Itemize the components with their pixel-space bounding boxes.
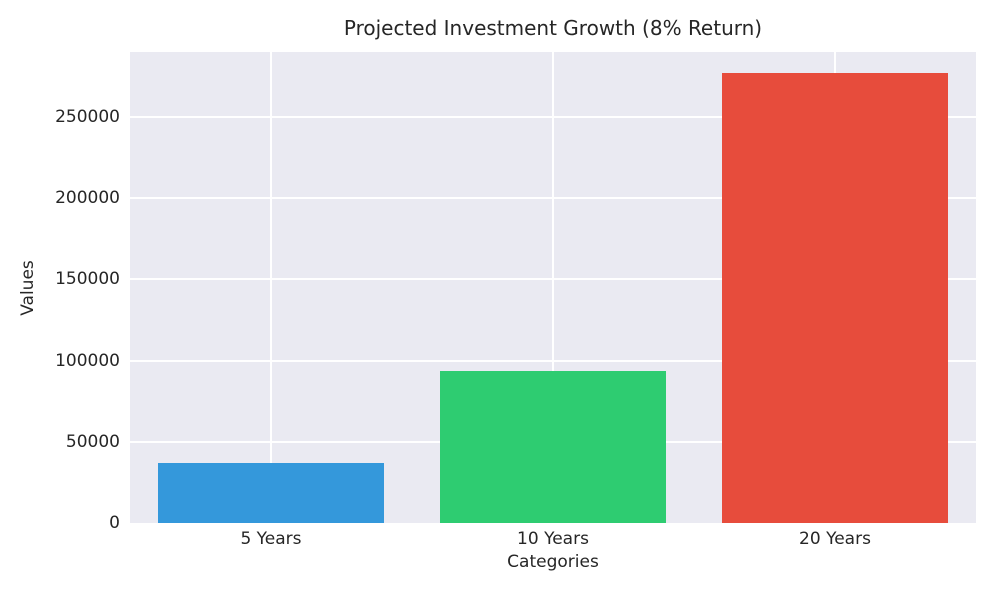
bar xyxy=(440,371,666,523)
y-tick-label: 0 xyxy=(109,513,120,533)
bar xyxy=(722,73,948,523)
y-tick-label: 100000 xyxy=(55,350,120,371)
x-tick-label: 5 Years xyxy=(240,529,302,549)
plot-area xyxy=(130,52,976,523)
y-tick-label: 250000 xyxy=(55,106,120,127)
x-axis-label: Categories xyxy=(507,552,599,572)
x-tick-label: 20 Years xyxy=(799,529,871,549)
gridline-horizontal xyxy=(130,278,976,281)
gridline-vertical xyxy=(270,52,272,523)
gridline-horizontal xyxy=(130,359,976,362)
gridline-vertical xyxy=(552,52,554,523)
x-tick-label: 10 Years xyxy=(517,529,589,549)
bar xyxy=(158,462,384,523)
y-tick-label: 50000 xyxy=(65,431,120,452)
y-tick-label: 150000 xyxy=(55,269,120,290)
chart-title: Projected Investment Growth (8% Return) xyxy=(343,16,763,40)
y-tick-label: 200000 xyxy=(55,188,120,209)
gridline-horizontal xyxy=(130,115,976,118)
gridline-horizontal xyxy=(130,197,976,200)
